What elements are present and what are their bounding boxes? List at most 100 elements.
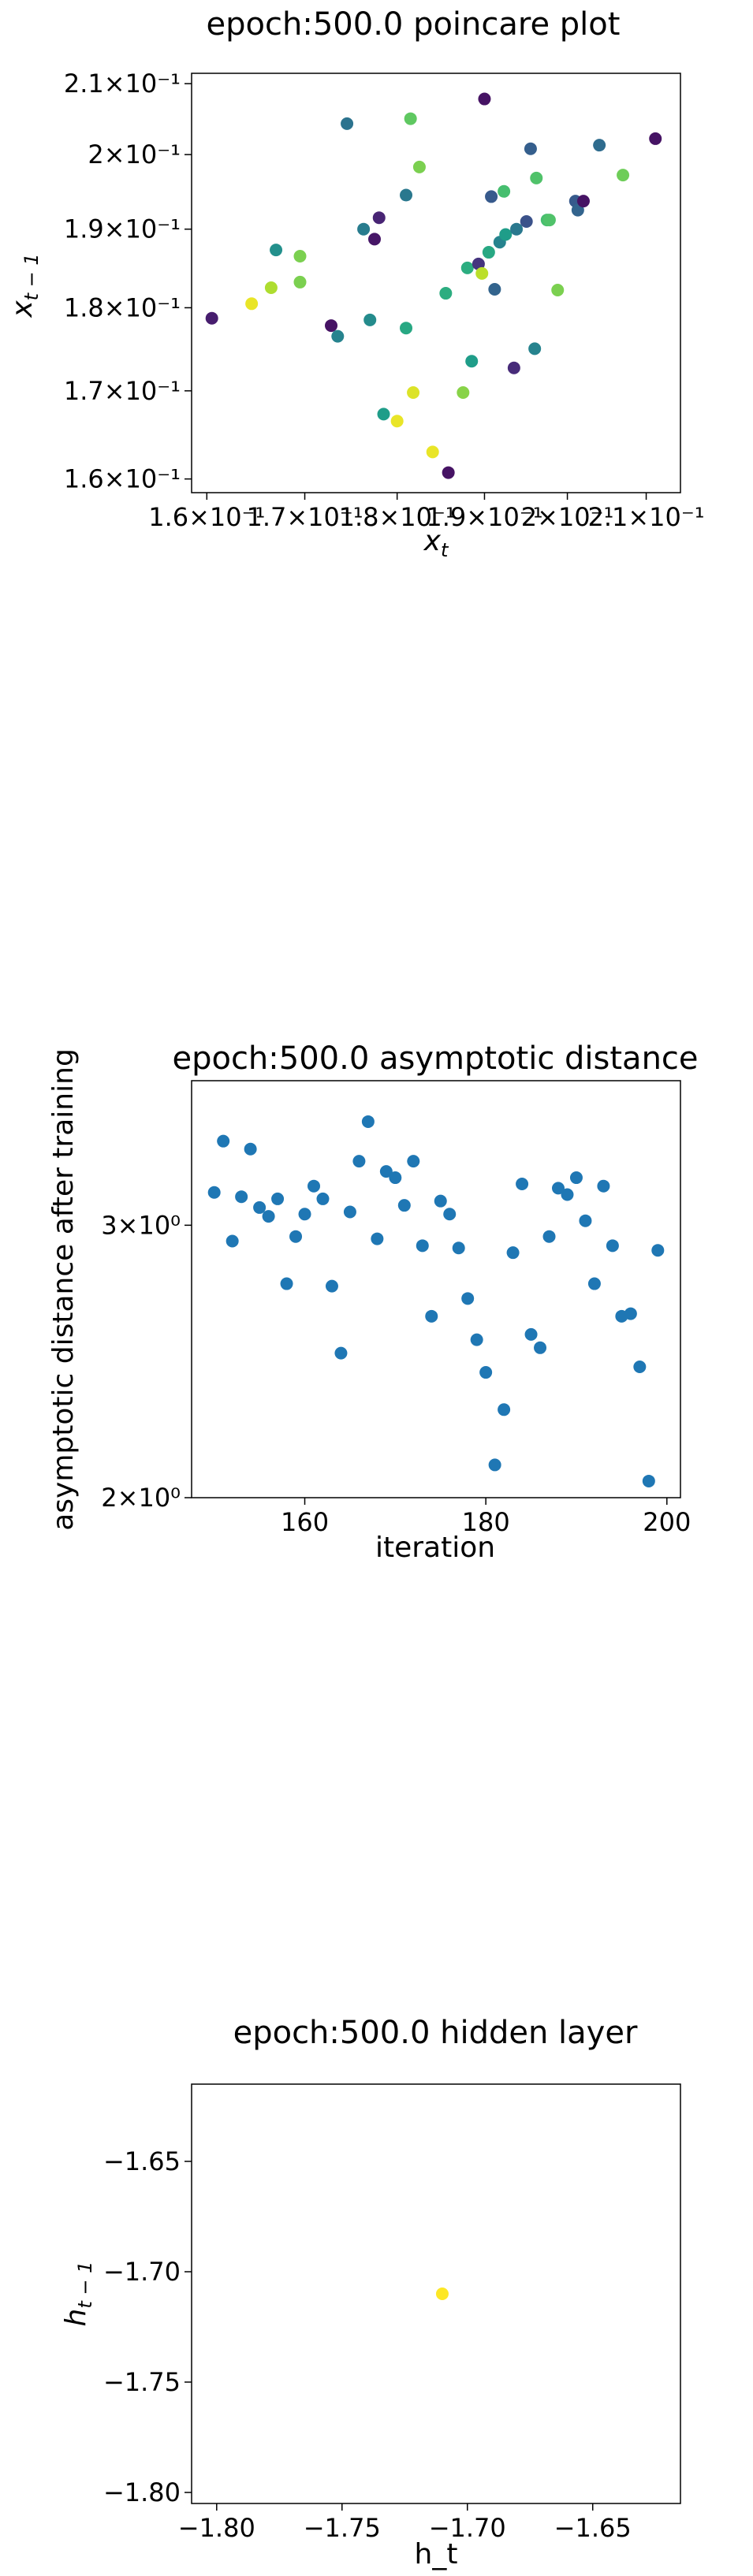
poincare-point (426, 445, 439, 459)
poincare-y-tick-label: 1.8×10⁻¹ (64, 292, 181, 322)
asymptotic-point (407, 1155, 420, 1168)
poincare-point (331, 329, 345, 343)
asymptotic-point (244, 1142, 257, 1156)
asymptotic-point (633, 1360, 647, 1373)
poincare-x-label-base: x (423, 525, 442, 557)
asymptotic-x-tick-label: 200 (643, 1507, 691, 1537)
asymptotic-point (534, 1341, 547, 1354)
asymptotic-y-label: asymptotic distance after training (47, 1048, 80, 1531)
asymptotic-point (298, 1208, 311, 1221)
asymptotic-point (379, 1165, 393, 1178)
poincare-point (482, 246, 495, 259)
asymptotic-point (569, 1171, 583, 1185)
asymptotic-point (271, 1192, 285, 1205)
hidden-points (435, 2288, 449, 2300)
poincare-point (368, 233, 382, 246)
poincare-point (510, 222, 524, 236)
poincare-point (460, 261, 474, 274)
asymptotic-point (552, 1182, 565, 1195)
poincare-x-tick-label: 2.1×10⁻¹ (587, 502, 704, 532)
asymptotic-point (371, 1232, 384, 1245)
asymptotic-point (587, 1277, 601, 1290)
asymptotic-point (343, 1205, 356, 1219)
asymptotic-point (597, 1179, 610, 1193)
asymptotic-point (416, 1239, 429, 1253)
asymptotic-point (506, 1246, 520, 1260)
poincare-x-label: xt (423, 525, 449, 561)
hidden-y-ticks: −1.80 −1.75 −1.70 −1.65 (103, 2146, 192, 2507)
poincare-point (488, 282, 501, 296)
poincare-y-tick-label: 2×10⁻¹ (88, 140, 181, 169)
poincare-point (617, 169, 630, 182)
poincare-point (465, 355, 479, 368)
poincare-plot-panel: epoch:500.0 poincare plot 1.6×10⁻¹1.7×10… (6, 6, 705, 561)
poincare-point (270, 244, 283, 257)
poincare-x-tick-label: 1.7×10⁻¹ (246, 502, 363, 532)
poincare-point (507, 361, 520, 374)
asymptotic-point (334, 1346, 348, 1360)
asymptotic-point (352, 1155, 366, 1168)
asymptotic-point (207, 1186, 221, 1199)
poincare-y-tick-label: 2.1×10⁻¹ (64, 69, 181, 99)
asymptotic-point (253, 1201, 267, 1214)
poincare-point (293, 249, 307, 262)
poincare-point (412, 160, 426, 173)
poincare-x-tick-label: 2×10⁻¹ (521, 502, 614, 532)
asymptotic-point (425, 1309, 438, 1323)
hidden-x-tick-label: −1.80 (178, 2513, 255, 2543)
poincare-point (576, 195, 590, 208)
poincare-point (478, 92, 491, 106)
poincare-point (498, 184, 511, 198)
hidden-layer-panel: epoch:500.0 hidden layer −1.80 −1.75 −1.70… (60, 2015, 681, 2570)
poincare-point (357, 222, 371, 236)
poincare-point (439, 287, 453, 300)
hidden-y-label-text: ht − 1 (60, 2261, 96, 2327)
poincare-point (245, 297, 259, 311)
poincare-plot-axes (191, 73, 681, 493)
asymptotic-point (452, 1241, 465, 1255)
asymptotic-distance-panel: epoch:500.0 asymptotic distance 160 180 20… (47, 1040, 699, 1564)
poincare-y-tick-label: 1.9×10⁻¹ (64, 214, 181, 244)
asymptotic-x-ticks: 160 180 200 (281, 1498, 691, 1537)
poincare-point (400, 322, 413, 335)
hidden-y-tick-label: −1.65 (103, 2146, 181, 2176)
asymptotic-point (226, 1234, 239, 1248)
hidden-layer-axes (191, 2083, 681, 2504)
poincare-point (377, 408, 390, 421)
asymptotic-point (461, 1292, 475, 1305)
asymptotic-y-tick-label: 3×10⁰ (101, 1210, 181, 1240)
poincare-x-tick-label: 1.9×10⁻¹ (426, 502, 542, 532)
hidden-point (435, 2288, 449, 2300)
poincare-point (499, 228, 513, 241)
poincare-point (475, 266, 489, 280)
asymptotic-y-label-text: asymptotic distance after training (47, 1048, 80, 1531)
poincare-point (264, 281, 278, 294)
asymptotic-point (579, 1214, 592, 1227)
poincare-point (325, 319, 338, 333)
asymptotic-x-tick-label: 180 (462, 1507, 510, 1537)
asymptotic-point (235, 1190, 248, 1204)
hidden-x-tick-label: −1.75 (304, 2513, 381, 2543)
poincare-y-tick-label: 1.6×10⁻¹ (64, 464, 181, 494)
poincare-x-ticks: 1.6×10⁻¹1.7×10⁻¹1.8×10⁻¹1.9×10⁻¹2×10⁻¹2.… (148, 493, 705, 532)
asymptotic-x-label: iteration (375, 1532, 495, 1564)
asymptotic-point (434, 1194, 447, 1208)
asymptotic-point (443, 1208, 457, 1221)
asymptotic-point (651, 1244, 665, 1257)
poincare-point (528, 342, 542, 356)
asymptotic-distance-title: epoch:500.0 asymptotic distance (172, 1040, 698, 1077)
poincare-x-tick-label: 1.6×10⁻¹ (148, 502, 265, 532)
asymptotic-point (561, 1188, 574, 1201)
asymptotic-point (542, 1230, 556, 1243)
poincare-point (485, 190, 498, 203)
hidden-layer-title: epoch:500.0 hidden layer (233, 2015, 638, 2051)
poincare-point (524, 142, 537, 155)
poincare-point (442, 466, 455, 479)
asymptotic-y-tick-label: 2×10⁰ (101, 1483, 181, 1513)
poincare-x-label-sub: t (441, 539, 449, 561)
asymptotic-y-ticks: 2×10⁰ 3×10⁰ (101, 1210, 192, 1513)
hidden-y-label-base: h (60, 2309, 92, 2327)
poincare-point (551, 284, 565, 297)
asymptotic-distance-axes (191, 1080, 681, 1498)
